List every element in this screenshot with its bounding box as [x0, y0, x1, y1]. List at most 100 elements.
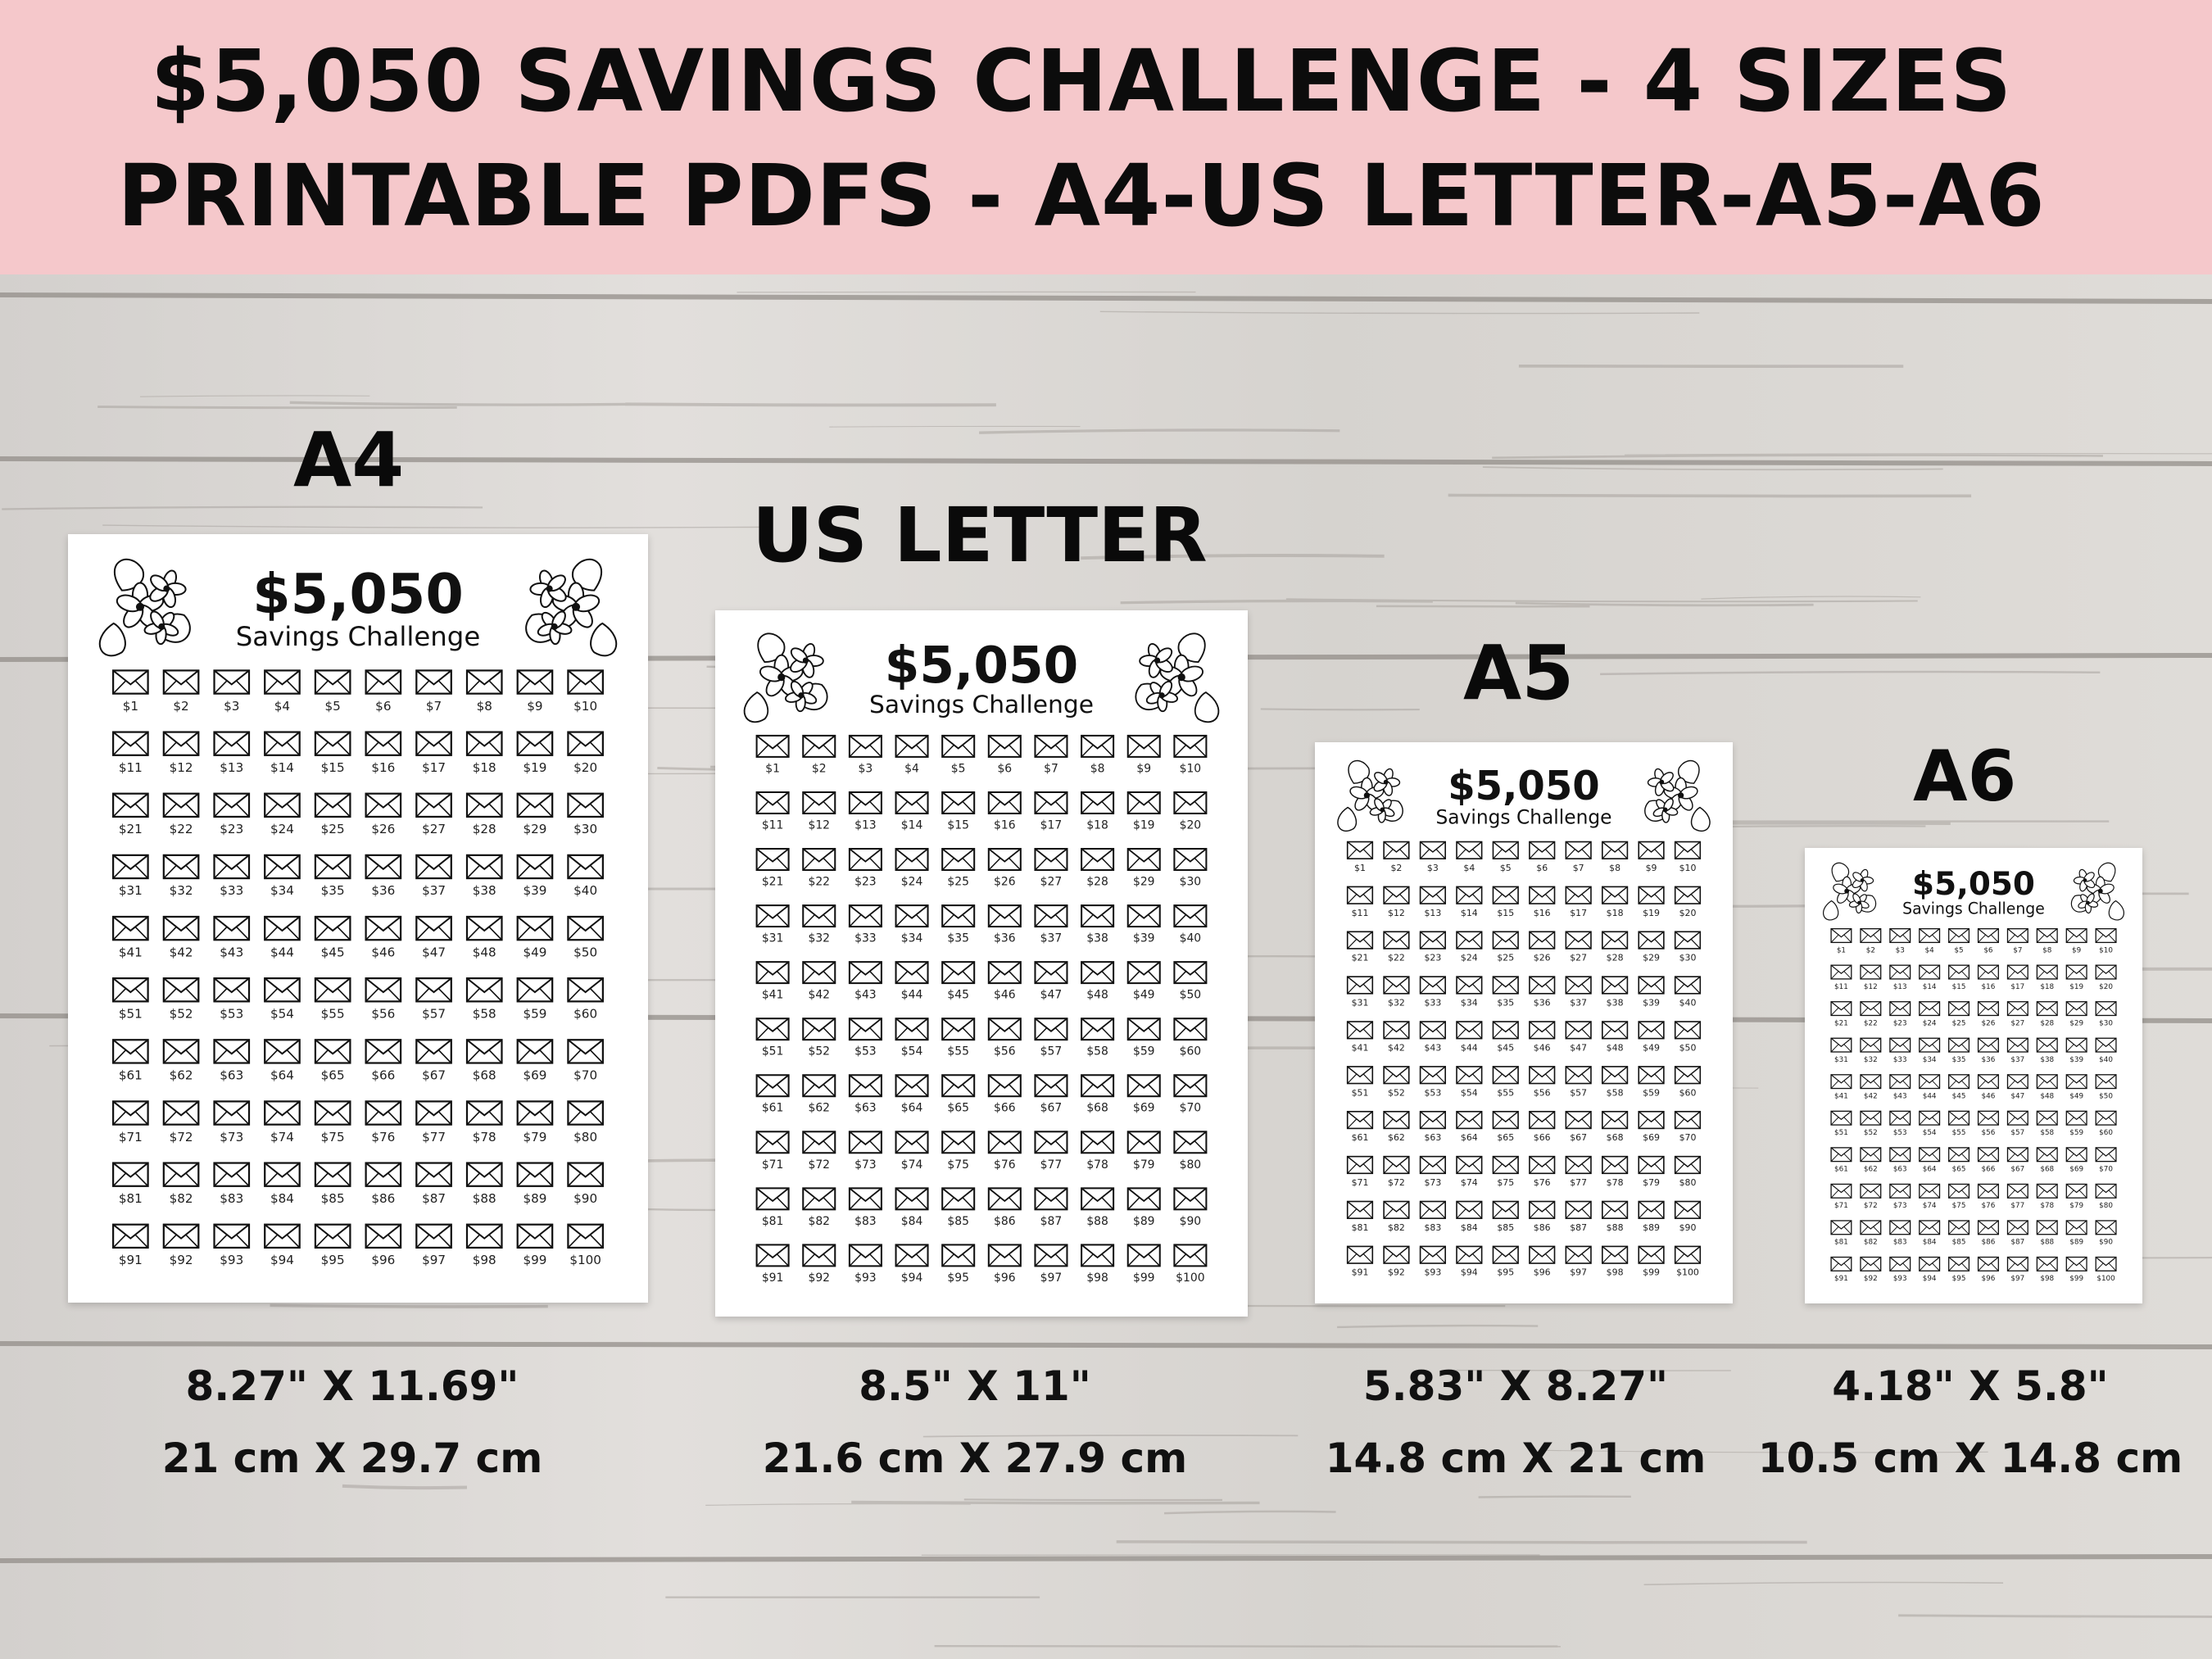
envelope-icon [1889, 1183, 1911, 1199]
envelope-icon [1602, 976, 1629, 995]
envelope-amount: $82 [1388, 1222, 1405, 1233]
envelope-icon [1081, 848, 1115, 872]
envelope-amount: $3 [224, 699, 239, 714]
envelope-icon [213, 1039, 251, 1064]
envelope-amount: $13 [1893, 983, 1907, 991]
envelope-amount: $73 [1424, 1177, 1441, 1188]
envelope-amount: $15 [1952, 983, 1966, 991]
envelope-amount: $72 [1388, 1177, 1405, 1188]
envelope-icon [415, 915, 452, 941]
envelope-icon [162, 854, 200, 880]
envelope-icon [1674, 1245, 1702, 1264]
envelope-icon [1346, 1245, 1374, 1264]
envelope-icon [1126, 1244, 1161, 1267]
envelope-amount: $44 [270, 945, 294, 959]
envelope-icon [2006, 1110, 2028, 1126]
envelope-icon [1081, 904, 1115, 928]
envelope-icon [1830, 927, 1852, 944]
envelope-amount: $52 [170, 1007, 193, 1022]
envelope-amount: $90 [2099, 1239, 2113, 1247]
envelope-icon [1977, 1001, 1999, 1017]
envelope-amount: $67 [1570, 1132, 1587, 1143]
envelope-icon [213, 1162, 251, 1187]
envelope-amount: $89 [1643, 1222, 1660, 1233]
envelope-icon [1492, 1155, 1519, 1175]
dimensions-a6: 4.18" X 5.8" 10.5 cm X 14.8 cm [1729, 1350, 2212, 1494]
envelope-icon [941, 1074, 976, 1098]
envelope-icon [365, 1223, 402, 1249]
envelope-icon [314, 792, 351, 818]
envelope-amount: $64 [1461, 1132, 1478, 1143]
envelope-icon [264, 1039, 301, 1064]
envelope-amount: $39 [2069, 1056, 2083, 1064]
envelope-amount: $36 [1982, 1056, 1996, 1064]
envelope-amount: $54 [270, 1007, 294, 1022]
envelope-amount: $94 [270, 1253, 294, 1267]
size-label-a5: A5 [1463, 629, 1575, 717]
envelope-amount: $82 [1864, 1239, 1878, 1247]
envelope-amount: $26 [994, 876, 1016, 889]
envelope-amount: $71 [1834, 1202, 1848, 1210]
envelope-icon [213, 1100, 251, 1126]
envelope-icon [1492, 1066, 1519, 1085]
envelope-icon [1919, 1147, 1941, 1163]
envelope-amount: $83 [1893, 1239, 1907, 1247]
envelope-amount: $98 [1086, 1271, 1108, 1285]
envelope-icon [112, 1223, 149, 1249]
envelope-amount: $8 [1090, 762, 1105, 775]
envelope-icon [1638, 976, 1665, 995]
envelope-amount: $87 [422, 1191, 446, 1206]
envelope-amount: $46 [1534, 1042, 1551, 1053]
envelope-amount: $87 [2010, 1239, 2024, 1247]
envelope-amount: $55 [947, 1045, 969, 1058]
envelope-amount: $79 [2069, 1202, 2083, 1210]
envelope-icon [112, 792, 149, 818]
envelope-amount: $14 [270, 760, 294, 775]
envelope-amount: $59 [2069, 1129, 2083, 1137]
envelope-amount: $70 [1679, 1132, 1697, 1143]
envelope-icon [112, 915, 149, 941]
envelope-amount: $57 [1570, 1087, 1587, 1098]
envelope-icon [1977, 1147, 1999, 1163]
envelope-amount: $69 [2069, 1166, 2083, 1174]
envelope-icon [2036, 1183, 2058, 1199]
envelope-icon [1383, 1245, 1410, 1264]
envelope-amount: $73 [220, 1130, 243, 1145]
envelope-icon [365, 915, 402, 941]
envelope-amount: $37 [1040, 932, 1063, 945]
envelope-amount: $26 [1534, 953, 1551, 963]
sheet-amount: $5,050 [885, 637, 1078, 695]
envelope-amount: $10 [573, 699, 597, 714]
envelope-icon [1529, 1021, 1556, 1040]
dimensions-a5: 5.83" X 8.27" 14.8 cm X 21 cm [1245, 1350, 1786, 1494]
envelope-icon [1034, 1131, 1068, 1154]
envelope-amount: $50 [1180, 989, 1202, 1002]
envelope-icon [1948, 1001, 1970, 1017]
envelope-icon [2065, 1074, 2087, 1090]
envelope-amount: $56 [1982, 1129, 1996, 1137]
envelope-icon [213, 854, 251, 880]
dimensions-a4-inches: 8.27" X 11.69" [185, 1362, 519, 1410]
flower-icon [743, 632, 828, 723]
envelope-amount: $86 [1534, 1222, 1551, 1233]
envelope-icon [1602, 1200, 1629, 1219]
envelope-icon [365, 854, 402, 880]
envelope-icon [1830, 1001, 1852, 1017]
envelope-amount: $32 [170, 883, 193, 898]
envelope-amount: $39 [1643, 997, 1660, 1008]
envelope-icon [1081, 1074, 1115, 1098]
envelope-icon [1638, 841, 1665, 859]
envelope-icon [1346, 1155, 1374, 1175]
envelope-icon [516, 854, 554, 880]
envelope-icon [314, 1039, 351, 1064]
envelope-icon [2006, 1183, 2028, 1199]
envelope-icon [1034, 1018, 1068, 1041]
envelope-amount: $68 [1086, 1102, 1108, 1115]
envelope-amount: $91 [1352, 1267, 1369, 1278]
envelope-amount: $6 [997, 762, 1012, 775]
envelope-icon [1034, 904, 1068, 928]
envelope-amount: $90 [573, 1191, 597, 1206]
envelope-icon [2006, 1147, 2028, 1163]
envelope-amount: $100 [2096, 1275, 2115, 1283]
envelope-icon [264, 854, 301, 880]
